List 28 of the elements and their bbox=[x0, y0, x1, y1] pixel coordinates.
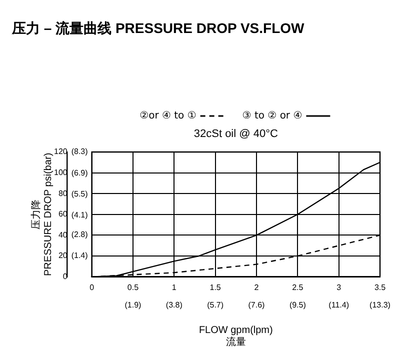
x-tick-label: 0.5 bbox=[127, 282, 140, 292]
y-axis-title: 压力降 PRESSURE DROP psi(bar) bbox=[30, 152, 54, 276]
y2-tick-label: (2.8) bbox=[71, 230, 88, 239]
y2-tick-label: (4.1) bbox=[71, 210, 88, 220]
y2-tick-label: (1.4) bbox=[71, 250, 88, 260]
x2-tick-label: (1.9) bbox=[124, 300, 142, 310]
x2-tick-label: (9.5) bbox=[289, 300, 306, 310]
x2-tick-label: (7.6) bbox=[248, 300, 266, 310]
y2-tick-label: (8.3) bbox=[71, 147, 88, 156]
y2-tick-label: (5.5) bbox=[71, 189, 88, 198]
x2-tick-label: (5.7) bbox=[207, 300, 224, 310]
x-tick-label: 2 bbox=[254, 282, 260, 292]
y2-tick-label: (6.9) bbox=[71, 168, 88, 178]
legend-label: ②or ④ to ① bbox=[140, 110, 196, 122]
x2-tick-label: (13.3) bbox=[370, 300, 391, 310]
chart-subtitle: 32cSt oil @ 40°C bbox=[194, 128, 278, 140]
x-tick-label: 3 bbox=[336, 282, 342, 292]
y-tick-label: 120 bbox=[54, 147, 68, 156]
x2-tick-label: (11.4) bbox=[328, 300, 350, 310]
legend-label: ③ to ② or ④ bbox=[242, 110, 302, 122]
x-tick-label: 1.5 bbox=[210, 282, 222, 292]
x-tick-label: 1 bbox=[172, 282, 177, 292]
x-tick-label: 2.5 bbox=[292, 282, 304, 292]
chart-title: 压力 – 流量曲线 PRESSURE DROP VS.FLOW bbox=[12, 20, 304, 38]
x-tick-label: 3.5 bbox=[374, 282, 386, 292]
x2-tick-label: (3.8) bbox=[166, 300, 183, 310]
x-tick-label: 0 bbox=[90, 282, 95, 292]
x-axis-title: FLOW gpm(lpm) 流量 bbox=[198, 324, 273, 348]
